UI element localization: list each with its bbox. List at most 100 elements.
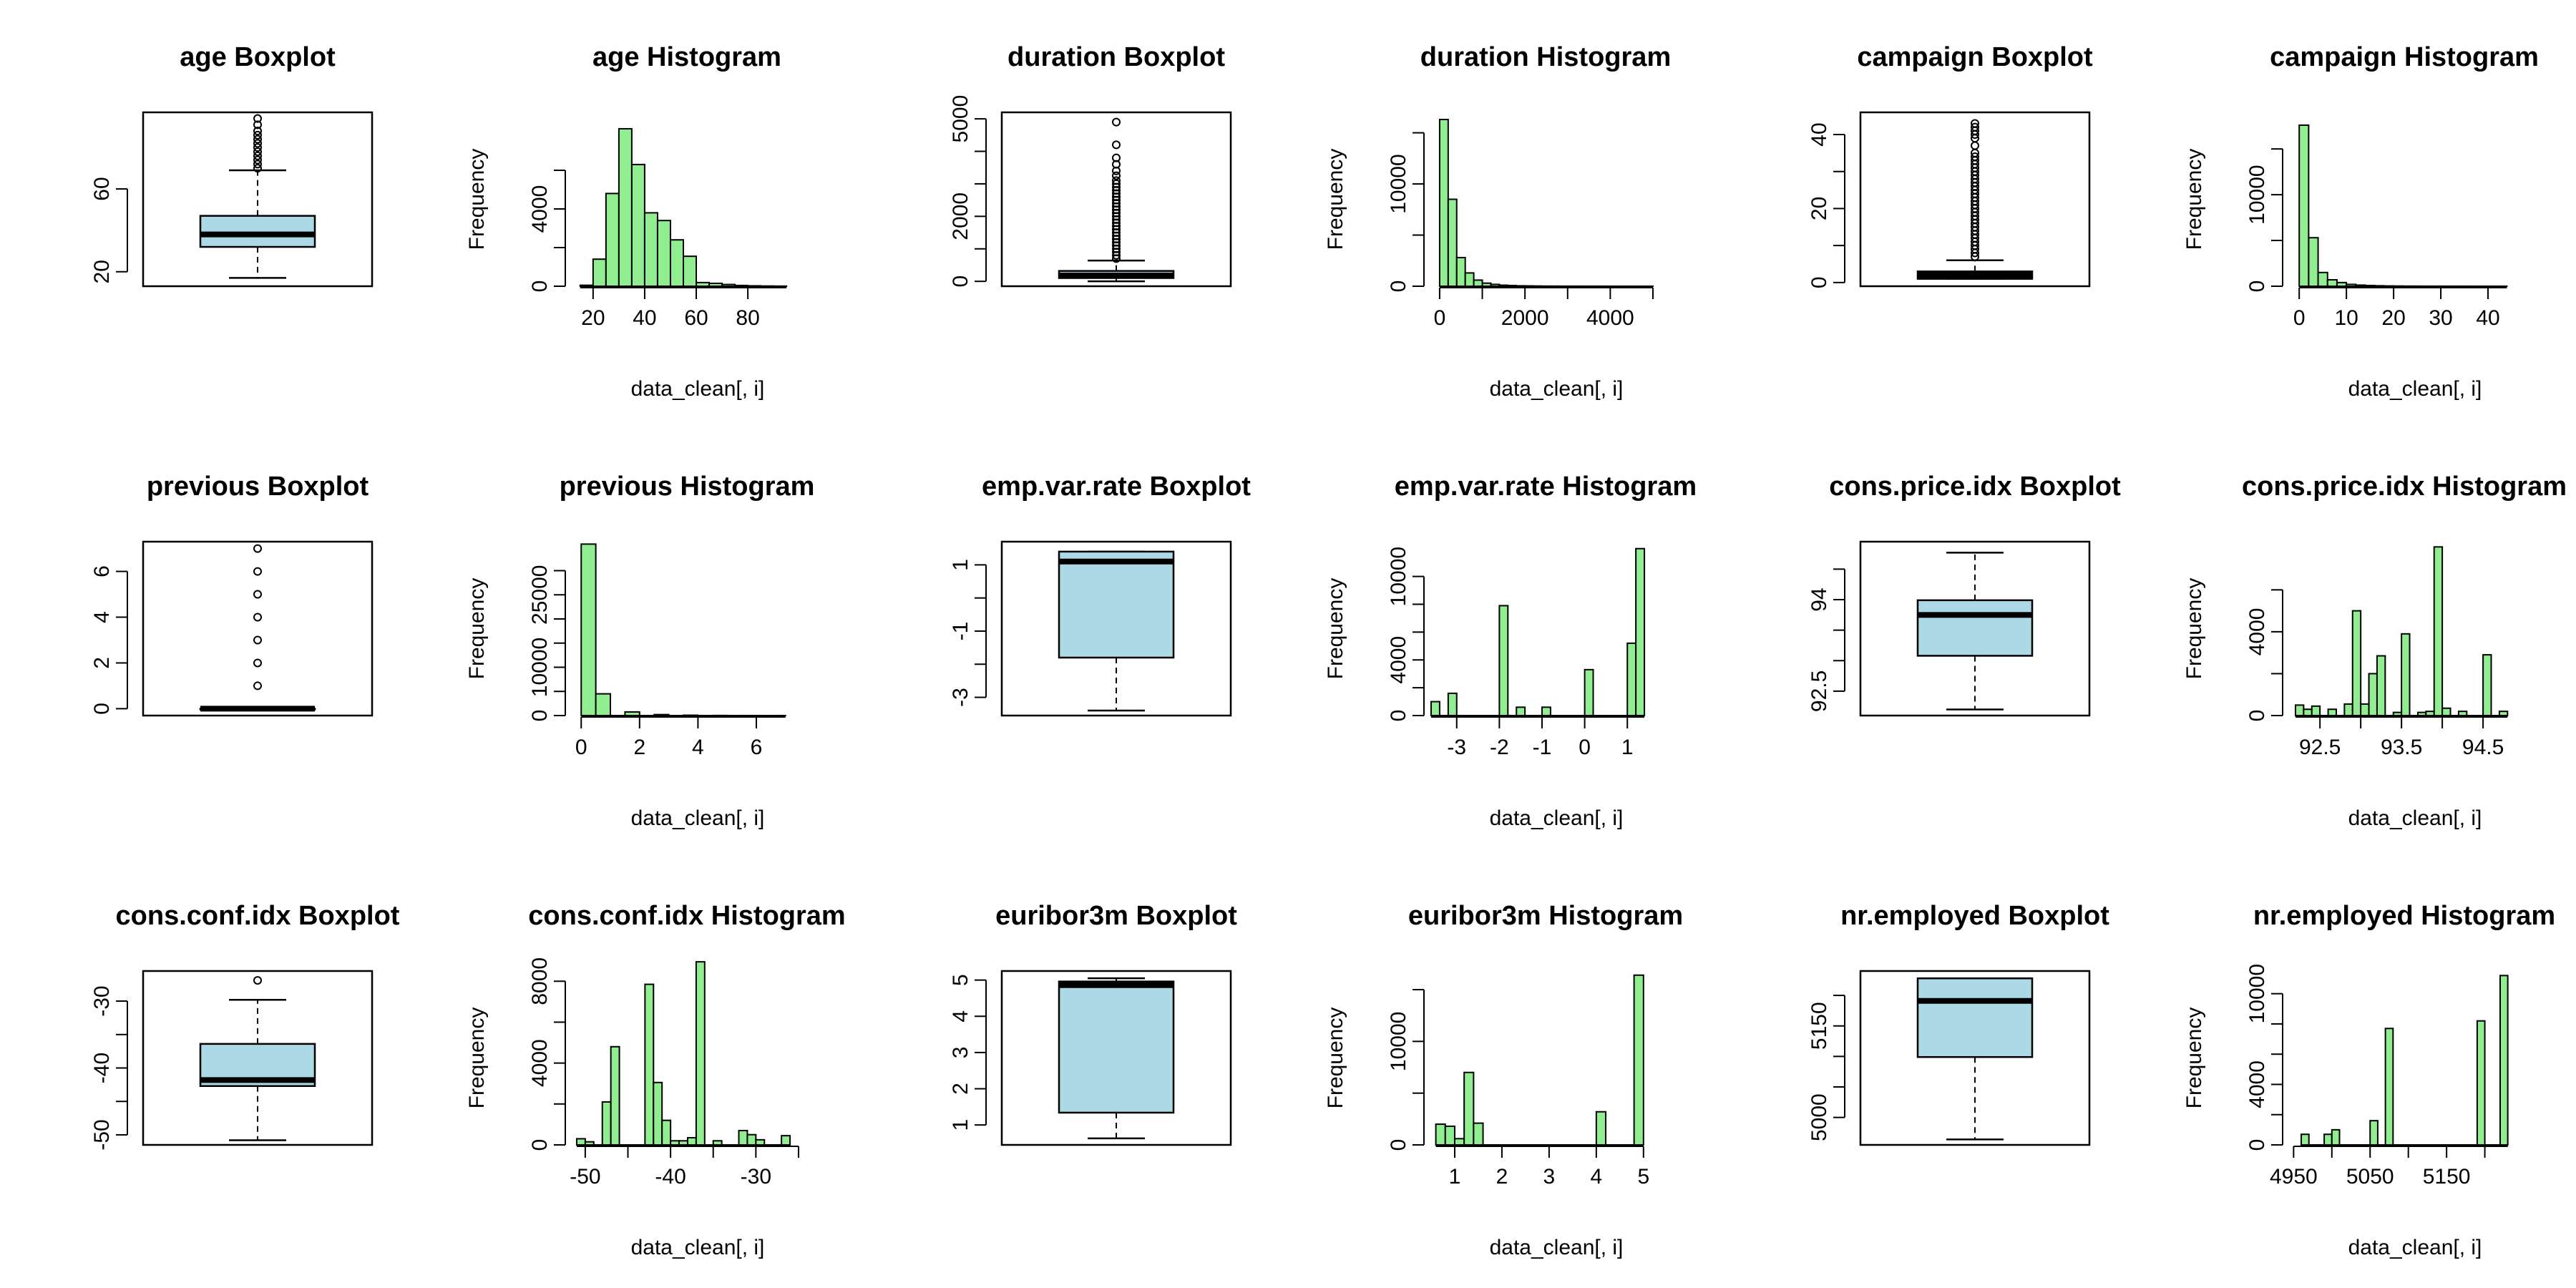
- histogram-bar: [2476, 1020, 2486, 1146]
- euribor3m-boxplot-title: euribor3m Boxplot: [995, 901, 1237, 931]
- outlier-point: [253, 567, 262, 576]
- y-tick-label: 4000: [528, 1039, 552, 1087]
- x-tick-label: 4: [1591, 1165, 1603, 1189]
- iqr-box: [1916, 977, 2034, 1058]
- y-tick-label: 0: [90, 703, 114, 715]
- histogram-bar: [653, 1081, 663, 1146]
- y-tick-label: 94: [1807, 587, 1831, 611]
- y-tick-label: 4: [949, 1010, 972, 1023]
- outlier-point: [253, 681, 262, 691]
- nr-employed-boxplot-title: nr.employed Boxplot: [1840, 901, 2109, 931]
- y-tick-label: 0: [1807, 276, 1831, 288]
- x-tick-label: 1: [1621, 736, 1634, 759]
- histogram-bar: [610, 1045, 620, 1146]
- histogram-bar: [2392, 711, 2403, 716]
- outlier-point: [253, 135, 262, 144]
- x-tick-label: -2: [1490, 736, 1509, 759]
- histogram-bar: [2294, 704, 2305, 717]
- outlier-point: [1971, 141, 1979, 150]
- histogram-bar: [2303, 708, 2313, 716]
- y-tick-label: 92.5: [1807, 670, 1831, 712]
- y-tick-label: 4: [90, 611, 114, 623]
- histogram-bar: [2336, 281, 2348, 288]
- iqr-box: [1058, 550, 1175, 659]
- y-axis-label: Frequency: [465, 1008, 489, 1109]
- cons-conf-idx-boxplot-title: cons.conf.idx Boxplot: [116, 901, 400, 931]
- y-tick-label: 4000: [2245, 1060, 2269, 1108]
- y-axis-label: Frequency: [2182, 149, 2206, 250]
- campaign-histogram-title: campaign Histogram: [2270, 42, 2539, 72]
- histogram-bar: [605, 192, 620, 287]
- duration-histogram-panel: duration Histogram 0 2000 4000 0 10000 data_cl…: [1324, 42, 1671, 401]
- y-tick-label: 5: [949, 974, 972, 986]
- histogram-bar: [643, 212, 658, 287]
- histogram-bar: [1626, 642, 1637, 716]
- plot-frame: [1859, 540, 2091, 717]
- iqr-box: [199, 215, 316, 248]
- cons-price-idx-histogram-panel: cons.price.idx Histogram 92.5 93.5 94.5 0 400…: [2182, 472, 2567, 830]
- histogram-bar: [721, 283, 736, 288]
- histogram-bar: [2326, 279, 2338, 287]
- histogram-bar: [1541, 706, 1551, 716]
- x-tick-label: 10: [2334, 306, 2358, 330]
- y-tick-label: 5000: [949, 95, 972, 143]
- y-tick-label: 0: [528, 280, 552, 293]
- y-tick-label: 60: [90, 177, 114, 200]
- x-tick-label: 0: [1579, 736, 1591, 759]
- histogram-bar: [2360, 703, 2370, 716]
- x-tick-label: 2: [633, 736, 645, 759]
- histogram-bar: [2308, 237, 2319, 287]
- duration-boxplot-title: duration Boxplot: [1008, 42, 1225, 72]
- campaign-histogram-panel: campaign Histogram 0 10 20 30 40 0 10000 data_cl…: [2182, 42, 2539, 401]
- y-axis-label: Frequency: [2182, 578, 2206, 680]
- y-tick-label: 3: [949, 1047, 972, 1059]
- histogram-bar: [738, 1129, 748, 1146]
- histogram-bar: [580, 543, 597, 716]
- outlier-point: [253, 635, 262, 645]
- y-tick-label: 5000: [1807, 1093, 1831, 1141]
- nr-employed-histogram-panel: nr.employed Histogram 4950 5050 5150 0 4000 10…: [2182, 901, 2555, 1259]
- x-tick-label: 6: [751, 736, 763, 759]
- histogram-bar: [2433, 546, 2444, 716]
- plot-frame: [1859, 111, 2091, 288]
- histogram-bar: [1453, 1138, 1465, 1146]
- histogram-bar: [686, 1136, 697, 1146]
- histogram-bar: [678, 1140, 688, 1146]
- previous-histogram-title: previous Histogram: [560, 472, 815, 502]
- histogram-bar: [2384, 1028, 2394, 1146]
- x-axis-label: data_clean[, i]: [631, 377, 765, 401]
- x-tick-label: -30: [741, 1165, 771, 1189]
- y-tick-label: 2: [90, 657, 114, 669]
- y-tick-label: 0: [2245, 1139, 2269, 1151]
- x-tick-label: 30: [2429, 306, 2452, 330]
- histogram-bar: [1438, 119, 1449, 287]
- outlier-point: [1971, 152, 1979, 162]
- y-tick-label: 10000: [528, 638, 552, 697]
- histogram-bar: [575, 1138, 586, 1146]
- x-tick-label: 5: [1637, 1165, 1649, 1189]
- outlier-point: [253, 155, 262, 165]
- y-tick-label: 0: [949, 275, 972, 288]
- histogram-bar: [1490, 283, 1501, 288]
- histogram-bar: [644, 983, 655, 1146]
- x-axis-label: data_clean[, i]: [2348, 1236, 2482, 1259]
- outlier-point: [1112, 176, 1121, 185]
- plot-frame: [1000, 970, 1232, 1146]
- iqr-box: [1058, 980, 1175, 1114]
- plot-frame: [1000, 540, 1232, 717]
- histogram-bar: [2416, 711, 2427, 716]
- histogram-bar: [1455, 256, 1466, 287]
- plot-frame: [1000, 111, 1232, 288]
- emp-var-rate-histogram-title: emp.var.rate Histogram: [1395, 472, 1697, 502]
- histogram-bar: [656, 220, 671, 288]
- y-tick-label: 4000: [2245, 608, 2269, 656]
- nr-employed-histogram-title: nr.employed Histogram: [2253, 901, 2555, 931]
- y-tick-label: 4000: [1387, 636, 1410, 684]
- iqr-box: [1916, 599, 2034, 657]
- y-tick-label: -30: [90, 985, 114, 1016]
- age-boxplot-title: age Boxplot: [180, 42, 336, 72]
- age-histogram-panel: age Histogram 20 40 60 80 0 4000 data_clean[, i…: [465, 42, 788, 401]
- plot-frame: [142, 970, 374, 1146]
- x-tick-label: 94.5: [2462, 736, 2504, 759]
- y-tick-label: -3: [949, 688, 972, 707]
